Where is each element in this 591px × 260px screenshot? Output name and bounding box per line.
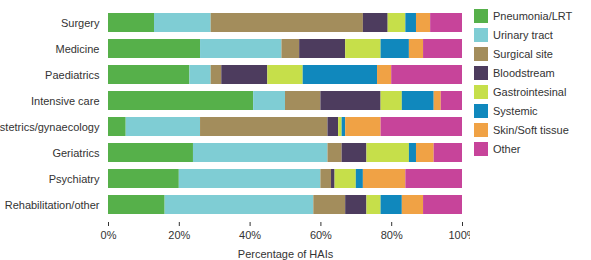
svg-text:Medicine: Medicine xyxy=(55,43,99,55)
svg-text:60%: 60% xyxy=(310,229,332,241)
html-text:Urinary tract: Urinary tract xyxy=(493,28,553,41)
html-text:Systemic: Systemic xyxy=(493,104,538,117)
html-text:Skin/Soft tissue: Skin/Soft tissue xyxy=(493,123,569,136)
svg-text:Intensive care: Intensive care xyxy=(31,95,99,107)
html-text:Other: Other xyxy=(493,142,521,155)
svg-text:20%: 20% xyxy=(168,229,190,241)
svg-text:100%: 100% xyxy=(448,229,470,241)
html-text:Gastrointesinal: Gastrointesinal xyxy=(493,85,567,98)
html-text:Pneumonia/LRT: Pneumonia/LRT xyxy=(493,9,573,22)
svg-text:Paediatrics: Paediatrics xyxy=(45,69,100,81)
html-text:Surgical site: Surgical site xyxy=(493,47,553,60)
svg-text:Rehabilitation/other: Rehabilitation/other xyxy=(5,199,100,211)
svg-text:Psychiatry: Psychiatry xyxy=(49,173,100,185)
svg-text:Geriatrics: Geriatrics xyxy=(52,147,100,159)
svg-text:Obstetrics/gynaecology: Obstetrics/gynaecology xyxy=(0,121,100,133)
svg-text:80%: 80% xyxy=(381,229,403,241)
svg-text:40%: 40% xyxy=(239,229,261,241)
svg-text:0%: 0% xyxy=(101,229,117,241)
html-text:Bloodstream: Bloodstream xyxy=(493,66,555,79)
svg-text:Percentage of HAIs: Percentage of HAIs xyxy=(238,248,334,260)
svg-text:Surgery: Surgery xyxy=(61,17,100,29)
